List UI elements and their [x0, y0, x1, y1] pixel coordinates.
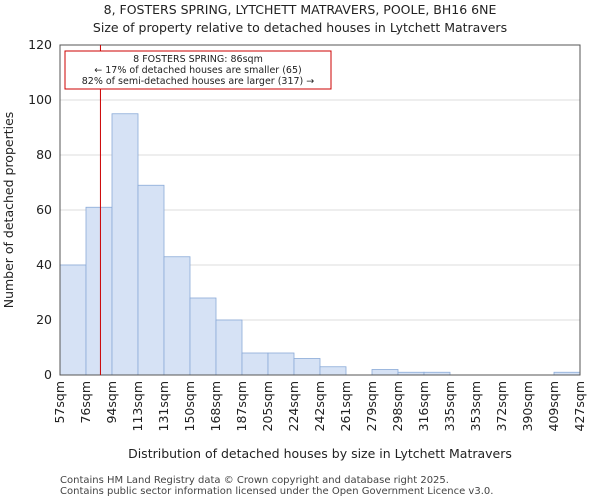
y-axis-label: Number of detached properties — [1, 112, 16, 309]
y-tick-100: 100 — [28, 92, 52, 107]
y-tick-40: 40 — [36, 257, 52, 272]
x-tick-242sqm: 242sqm — [312, 381, 327, 431]
x-tick-335sqm: 335sqm — [442, 381, 457, 431]
x-tick-279sqm: 279sqm — [364, 381, 379, 431]
x-tick-372sqm: 372sqm — [494, 381, 509, 431]
annotation-frame — [64, 50, 332, 90]
chart-title-line2: Size of property relative to detached ho… — [93, 20, 507, 35]
footer-line1: Contains HM Land Registry data © Crown c… — [60, 475, 449, 486]
bar-168sqm — [215, 319, 243, 376]
x-tick-316sqm: 316sqm — [416, 381, 431, 431]
x-tick-205sqm: 205sqm — [260, 381, 275, 431]
bar-113sqm — [137, 184, 165, 376]
x-tick-261sqm: 261sqm — [338, 381, 353, 431]
bar-279sqm — [371, 369, 399, 376]
x-tick-57sqm: 57sqm — [52, 381, 67, 424]
x-axis-label: Distribution of detached houses by size … — [128, 446, 512, 461]
y-tick-120: 120 — [28, 37, 52, 52]
x-tick-298sqm: 298sqm — [390, 381, 405, 431]
bar-205sqm — [267, 352, 295, 376]
x-tick-76sqm: 76sqm — [78, 381, 93, 424]
footer-line2: Contains public sector information licen… — [60, 486, 493, 497]
annotation-line3: 82% of semi-detached houses are larger (… — [82, 76, 315, 87]
annotation-line1: 8 FOSTERS SPRING: 86sqm — [133, 54, 263, 65]
x-tick-427sqm: 427sqm — [572, 381, 587, 431]
x-tick-390sqm: 390sqm — [520, 381, 535, 431]
y-tick-80: 80 — [36, 147, 52, 162]
bar-187sqm — [241, 352, 269, 376]
x-tick-94sqm: 94sqm — [104, 381, 119, 424]
y-tick-20: 20 — [36, 312, 52, 327]
x-tick-113sqm: 113sqm — [130, 381, 145, 431]
bar-94sqm — [111, 113, 139, 376]
y-tick-0: 0 — [44, 367, 52, 382]
x-tick-168sqm: 168sqm — [208, 381, 223, 431]
annotation-box: 8 FOSTERS SPRING: 86sqm ← 17% of detache… — [64, 50, 332, 90]
plot-frame — [59, 44, 581, 376]
x-tick-150sqm: 150sqm — [182, 381, 197, 431]
bar-224sqm — [293, 358, 321, 376]
bar-76sqm — [85, 206, 113, 376]
x-tick-409sqm: 409sqm — [546, 381, 561, 431]
x-tick-187sqm: 187sqm — [234, 381, 249, 431]
x-tick-353sqm: 353sqm — [468, 381, 483, 431]
x-tick-131sqm: 131sqm — [156, 381, 171, 431]
bar-131sqm — [163, 256, 191, 376]
bar-150sqm — [189, 297, 217, 376]
y-tick-labels: 0 20 40 60 80 100 120 — [28, 37, 52, 382]
y-tick-60: 60 — [36, 202, 52, 217]
chart-title-line1: 8, FOSTERS SPRING, LYTCHETT MATRAVERS, P… — [104, 2, 497, 17]
bars — [59, 113, 581, 376]
bar-242sqm — [319, 366, 347, 376]
annotation-line2: ← 17% of detached houses are smaller (65… — [94, 65, 301, 76]
x-tick-224sqm: 224sqm — [286, 381, 301, 431]
x-tick-labels: 57sqm 76sqm 94sqm 113sqm 131sqm 150sqm 168sqm 1… — [52, 381, 587, 431]
bar-57sqm — [59, 264, 87, 376]
